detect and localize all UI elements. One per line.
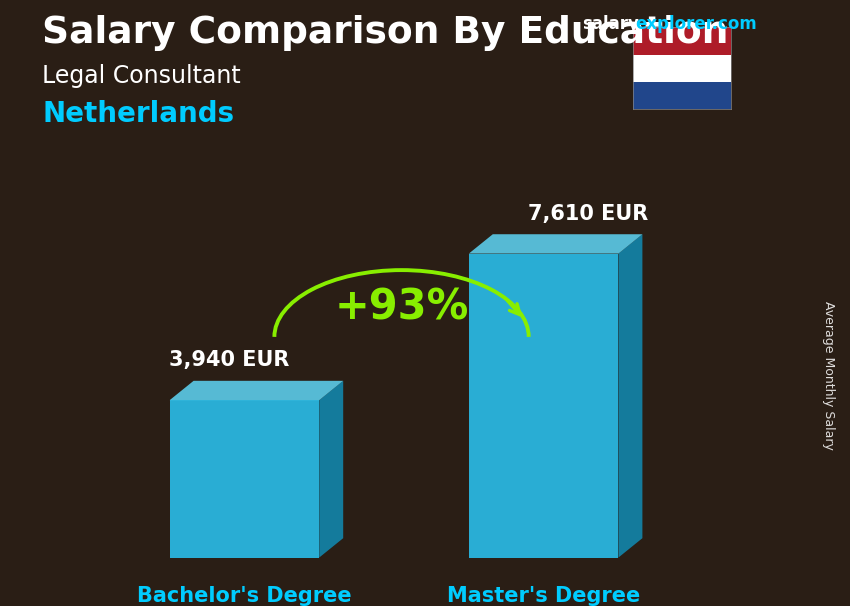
Text: 3,940 EUR: 3,940 EUR <box>169 350 290 370</box>
Polygon shape <box>469 253 619 558</box>
Text: Master's Degree: Master's Degree <box>447 585 640 605</box>
Polygon shape <box>619 235 643 558</box>
Text: Bachelor's Degree: Bachelor's Degree <box>137 585 352 605</box>
Polygon shape <box>170 381 343 400</box>
Text: Average Monthly Salary: Average Monthly Salary <box>822 301 836 450</box>
Text: 7,610 EUR: 7,610 EUR <box>529 204 649 224</box>
Text: Legal Consultant: Legal Consultant <box>42 64 241 88</box>
Bar <box>633 82 731 109</box>
Text: Salary Comparison By Education: Salary Comparison By Education <box>42 15 728 51</box>
Text: explorer.com: explorer.com <box>635 15 756 33</box>
Polygon shape <box>170 400 320 558</box>
Bar <box>633 27 731 55</box>
Text: Netherlands: Netherlands <box>42 100 235 128</box>
Polygon shape <box>469 235 643 253</box>
Bar <box>633 55 731 82</box>
Text: +93%: +93% <box>334 287 468 328</box>
Text: salary: salary <box>582 15 639 33</box>
Polygon shape <box>320 381 343 558</box>
